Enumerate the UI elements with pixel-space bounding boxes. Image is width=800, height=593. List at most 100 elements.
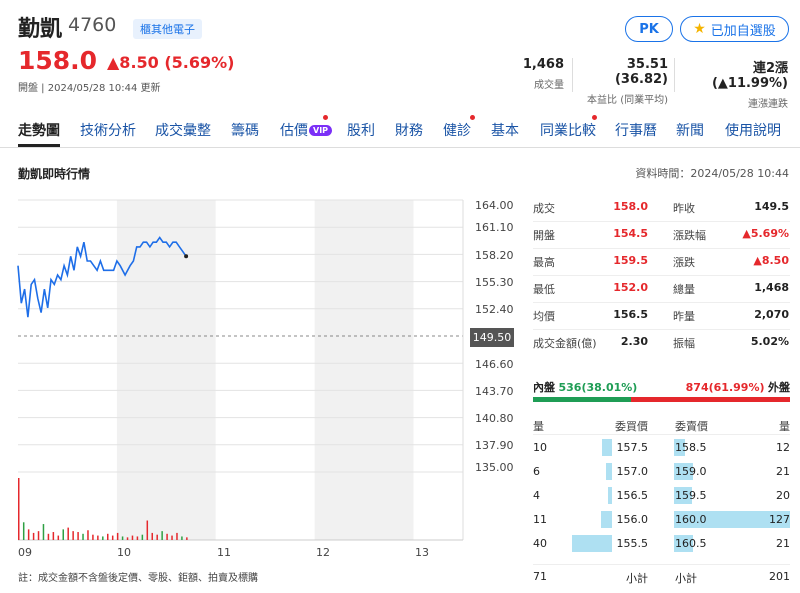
add-watchlist-button[interactable]: ★ 已加自選股 bbox=[680, 16, 789, 42]
quote-value: 154.5 bbox=[613, 227, 648, 240]
category-tag[interactable]: 櫃其他電子 bbox=[133, 19, 202, 39]
tab-trades[interactable]: 成交彙整 bbox=[155, 123, 211, 139]
footnote: 註：成交金額不含盤後定價、零股、鉅額、拍賣及標購 bbox=[18, 573, 258, 584]
tab-news[interactable]: 新聞 bbox=[676, 123, 704, 139]
x-tick-label: 13 bbox=[415, 546, 429, 559]
outer-value: 874(61.99%) bbox=[685, 381, 765, 394]
divider bbox=[533, 434, 790, 435]
divider bbox=[533, 564, 790, 565]
hour-band bbox=[215, 200, 315, 540]
outer-volume: 874(61.99%) 外盤 bbox=[640, 379, 790, 395]
quote-label: 昨量 bbox=[673, 310, 695, 323]
volume-bar bbox=[62, 529, 64, 540]
bid-volume-bar bbox=[572, 535, 612, 552]
volume-bar bbox=[141, 534, 144, 540]
divider bbox=[572, 58, 573, 92]
quote-value: 2.30 bbox=[620, 335, 648, 348]
volume-bar bbox=[186, 537, 188, 540]
volume-bar bbox=[136, 536, 139, 540]
market-status: 開盤 | 2024/05/28 10:44 更新 bbox=[18, 83, 161, 94]
bid-volume: 10 bbox=[533, 441, 547, 454]
pk-button[interactable]: PK bbox=[625, 16, 673, 42]
divider bbox=[533, 221, 790, 222]
quote-value: 149.5 bbox=[754, 200, 789, 213]
bid-total: 71 bbox=[533, 570, 547, 583]
tab-valuation-label: 估價 bbox=[280, 123, 308, 139]
quote-value: ▲5.69% bbox=[742, 227, 789, 240]
stock-code: 4760 bbox=[68, 14, 117, 36]
volume-bar bbox=[32, 532, 35, 540]
tab-technical[interactable]: 技術分析 bbox=[80, 123, 136, 139]
bid-volume-bar bbox=[608, 487, 612, 504]
tab-health[interactable]: 健診 bbox=[443, 123, 471, 139]
divider bbox=[533, 302, 790, 303]
price-change: ▲8.50 (5.69%) bbox=[107, 53, 235, 72]
ask-volume: 20 bbox=[776, 489, 790, 502]
price-line bbox=[17, 236, 187, 318]
tab-basic[interactable]: 基本 bbox=[491, 123, 519, 139]
y-tick-label: 152.40 bbox=[475, 303, 514, 316]
ask-total: 201 bbox=[769, 570, 790, 583]
y-tick-label: 146.60 bbox=[475, 358, 514, 371]
volume-bar bbox=[52, 532, 55, 540]
tab-chart[interactable]: 走勢圖 bbox=[18, 123, 60, 139]
quote-value: 5.02% bbox=[750, 335, 789, 348]
quote-label: 昨收 bbox=[673, 202, 695, 215]
tab-chips[interactable]: 籌碼 bbox=[231, 123, 259, 139]
ask-volume-bar bbox=[674, 535, 693, 552]
inner-fill bbox=[533, 397, 631, 402]
bid-price: 155.5 bbox=[616, 537, 649, 550]
tab-financial[interactable]: 財務 bbox=[395, 123, 423, 139]
tab-dividend[interactable]: 股利 bbox=[347, 123, 375, 139]
x-tick-label: 09 bbox=[18, 546, 32, 559]
inner-label: 內盤 bbox=[533, 381, 555, 394]
stat-volume-value: 1,468 bbox=[522, 57, 564, 72]
orderbook-row: 10 157.5 158.5 12 bbox=[533, 439, 790, 456]
divider bbox=[533, 275, 790, 276]
ask-price: 159.5 bbox=[675, 489, 707, 502]
bid-price: 156.0 bbox=[616, 513, 649, 526]
y-tick-label: 143.70 bbox=[475, 385, 514, 398]
quote-row: 最高 159.5 漲跌 ▲8.50 bbox=[533, 254, 790, 270]
x-tick-label: 10 bbox=[117, 546, 131, 559]
quote-row: 成交 158.0 昨收 149.5 bbox=[533, 200, 790, 216]
volume-bar bbox=[82, 533, 84, 540]
volume-bar bbox=[102, 536, 104, 540]
quote-row: 最低 152.0 總量 1,468 bbox=[533, 281, 790, 297]
ask-price: 159.0 bbox=[675, 465, 707, 478]
quote-value: 1,468 bbox=[754, 281, 789, 294]
bid-volume-bar bbox=[606, 463, 612, 480]
ask-volume: 21 bbox=[776, 537, 790, 550]
divider bbox=[533, 248, 790, 249]
tab-calendar[interactable]: 行事曆 bbox=[615, 123, 657, 139]
volume-bar bbox=[67, 527, 69, 540]
volume-bar bbox=[151, 532, 153, 540]
quote-value: 159.5 bbox=[613, 254, 648, 267]
volume-bar bbox=[18, 478, 20, 540]
tab-valuation[interactable]: 估價 VIP bbox=[280, 120, 333, 140]
bid-price: 157.5 bbox=[616, 441, 649, 454]
volume-bar bbox=[42, 524, 45, 540]
tab-help[interactable]: 使用說明 bbox=[725, 123, 781, 139]
stat-pe: 35.51 (36.82) 本益比 (同業平均) bbox=[576, 57, 668, 106]
bid-price: 157.0 bbox=[616, 465, 649, 478]
volume-bar bbox=[161, 531, 163, 540]
quote-value: 152.0 bbox=[613, 281, 648, 294]
ask-volume-bar bbox=[674, 487, 692, 504]
ask-price: 160.5 bbox=[675, 537, 707, 550]
section-title: 勤凱即時行情 bbox=[18, 167, 91, 181]
stock-name: 勤凱 bbox=[18, 17, 63, 42]
quote-label: 成交金額(億) bbox=[533, 337, 597, 350]
active-tab-indicator bbox=[18, 144, 60, 147]
y-tick-label: 164.00 bbox=[475, 199, 514, 212]
ask-volume-bar bbox=[674, 511, 790, 528]
data-time: 資料時間：2024/05/28 10:44 bbox=[635, 167, 789, 180]
volume-bar bbox=[27, 529, 30, 540]
volume-bar bbox=[111, 535, 114, 540]
y-tick-label: 158.20 bbox=[475, 249, 514, 262]
bid-total-label: 小計 bbox=[626, 572, 648, 585]
quote-label: 開盤 bbox=[533, 229, 555, 242]
volume-bar bbox=[156, 534, 158, 540]
volume-bar bbox=[181, 536, 183, 540]
tab-peer-compare[interactable]: 同業比較 bbox=[540, 123, 596, 139]
